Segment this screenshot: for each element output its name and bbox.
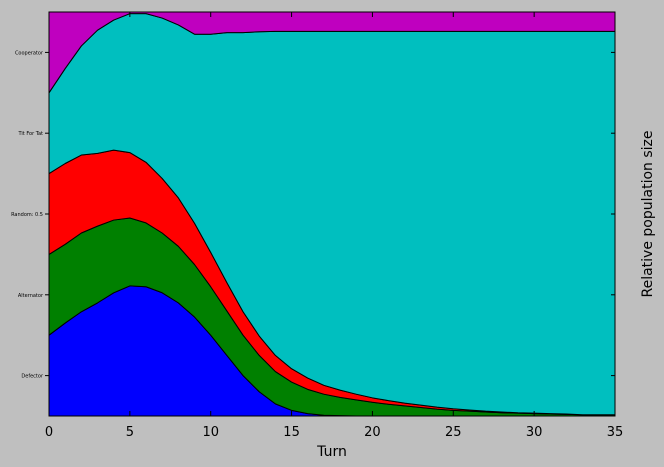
y-tick-label: Tit For Tat xyxy=(18,131,44,137)
x-tick-label: 10 xyxy=(202,425,219,440)
x-tick-label: 25 xyxy=(445,425,462,440)
y-axis-ticks: Defector Alternator Random: 0.5 Tit For Tat… xyxy=(11,50,615,380)
x-tick-label: 20 xyxy=(364,425,381,440)
y-tick-label: Alternator xyxy=(18,293,44,299)
x-axis-ticks: 0 5 10 15 20 25 30 35 xyxy=(45,12,623,440)
y-tick-label: Random: 0.5 xyxy=(11,212,43,218)
x-axis-label: Turn xyxy=(316,444,347,460)
x-tick-label: 30 xyxy=(526,425,543,440)
y-axis-label: Relative population size xyxy=(640,130,656,297)
x-tick-label: 5 xyxy=(126,425,134,440)
x-tick-label: 15 xyxy=(283,425,300,440)
x-tick-label: 0 xyxy=(45,425,53,440)
y-tick-label: Defector xyxy=(21,374,44,380)
area-series-group xyxy=(48,11,616,417)
x-tick-label: 35 xyxy=(607,425,624,440)
y-tick-label: Cooperator xyxy=(15,50,44,56)
